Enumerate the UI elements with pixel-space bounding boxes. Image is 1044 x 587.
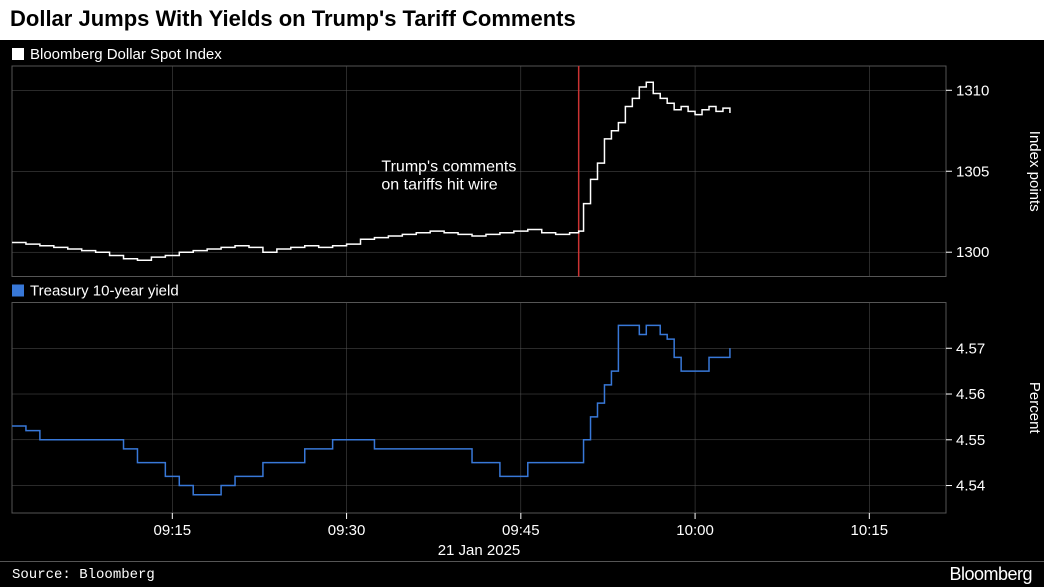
ytick-label: 1300: [956, 244, 989, 261]
panel2-border: [12, 303, 946, 514]
ytitle-2: Percent: [1026, 382, 1043, 435]
legend1-label: Bloomberg Dollar Spot Index: [30, 46, 222, 63]
ytick-label: 1305: [956, 163, 989, 180]
ytick-label: 4.54: [956, 478, 985, 495]
annotation-line2: on tariffs hit wire: [381, 176, 497, 193]
xtick-label: 09:30: [328, 522, 366, 539]
legend1-swatch: [12, 48, 24, 60]
annotation-line1: Trump's comments: [381, 158, 516, 175]
chart-footer: Source: Bloomberg Bloomberg: [0, 561, 1044, 587]
xtick-label: 09:15: [154, 522, 192, 539]
chart-container: Dollar Jumps With Yields on Trump's Tari…: [0, 0, 1044, 587]
xtick-label: 10:15: [851, 522, 889, 539]
ytick-label: 4.55: [956, 432, 985, 449]
xtick-label: 09:45: [502, 522, 540, 539]
ytitle-1: Index points: [1026, 131, 1043, 212]
chart-svg: Bloomberg Dollar Spot Index Treasury 10-y…: [0, 40, 1044, 561]
x-date-label: 21 Jan 2025: [438, 542, 521, 559]
chart-plot-area: Bloomberg Dollar Spot Index Treasury 10-y…: [0, 40, 1044, 561]
ytick-label: 4.56: [956, 386, 985, 403]
ytick-label: 1310: [956, 82, 989, 99]
brand-label: Bloomberg: [949, 564, 1032, 585]
series-yield: [12, 325, 730, 494]
chart-title: Dollar Jumps With Yields on Trump's Tari…: [0, 0, 1044, 40]
ytick-label: 4.57: [956, 340, 985, 357]
legend2-swatch: [12, 285, 24, 297]
xtick-label: 10:00: [676, 522, 714, 539]
legend2-label: Treasury 10-year yield: [30, 283, 179, 300]
source-label: Source: Bloomberg: [12, 567, 155, 583]
